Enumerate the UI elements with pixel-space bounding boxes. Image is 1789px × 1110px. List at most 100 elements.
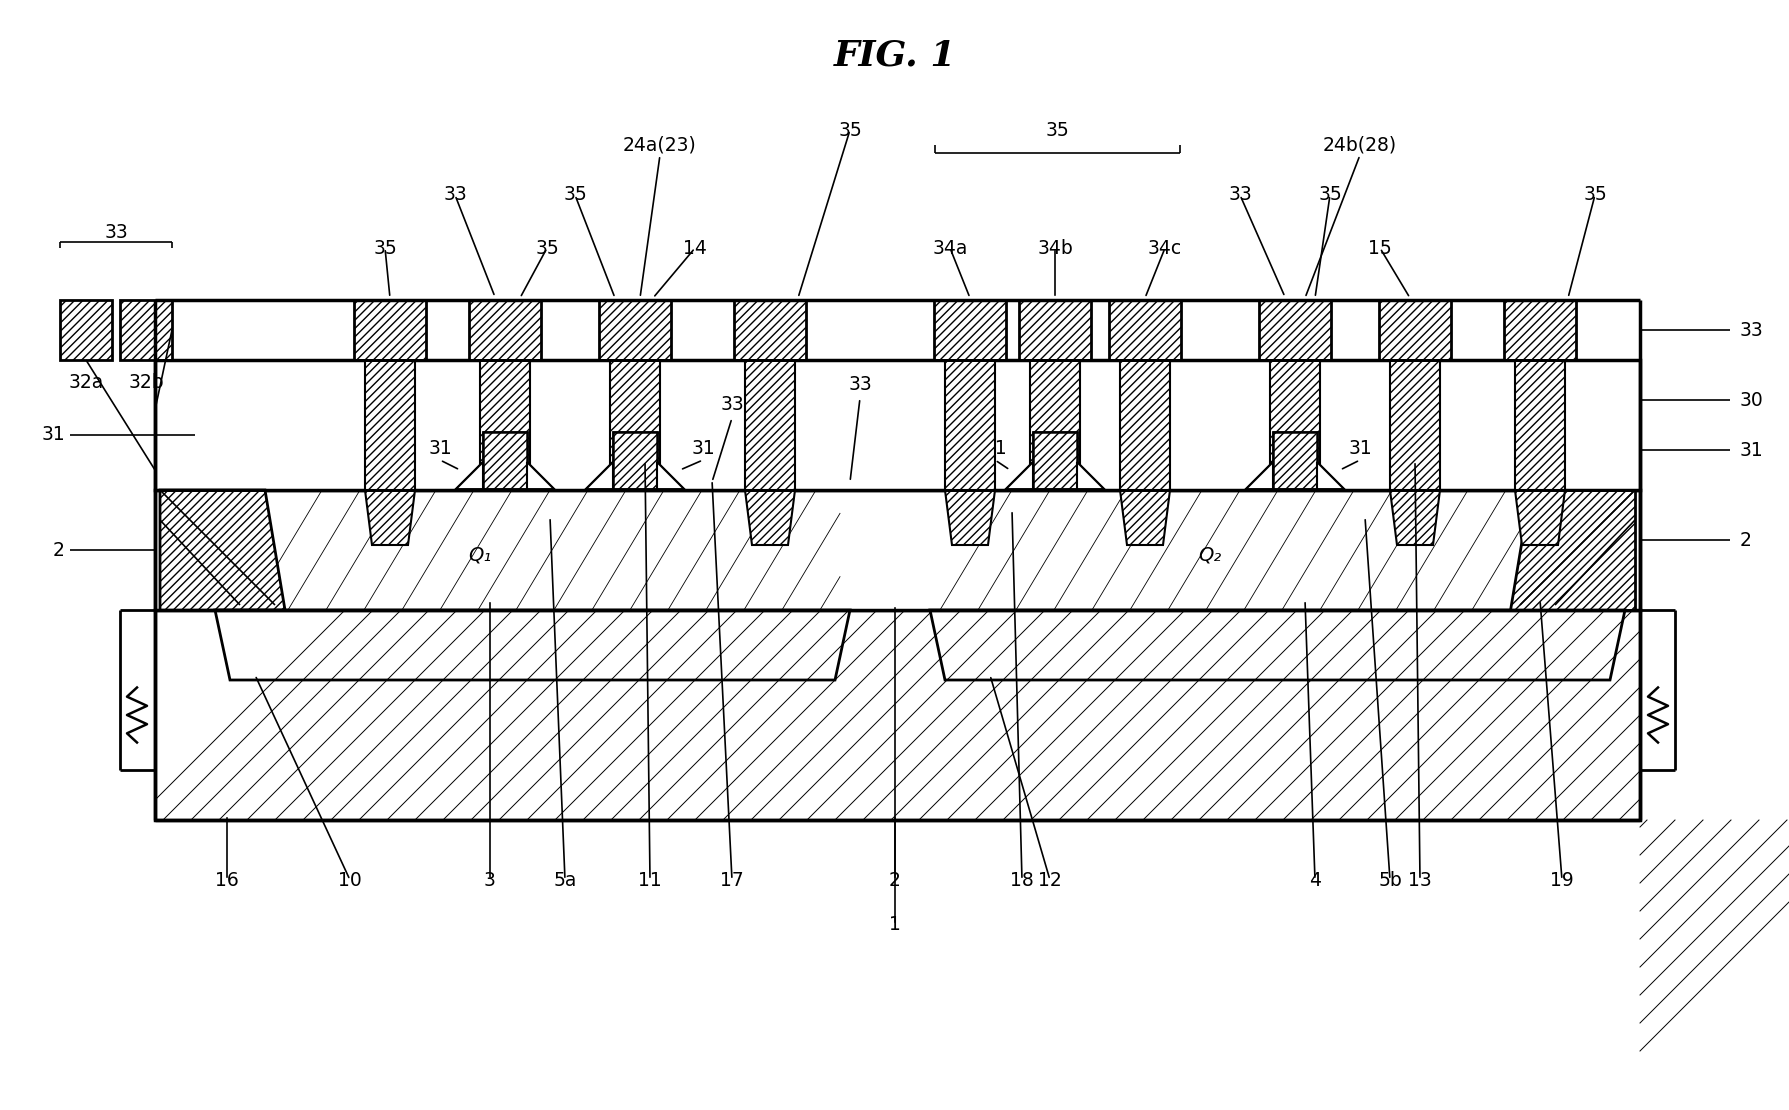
Text: 15: 15	[1367, 239, 1392, 258]
Text: 31: 31	[1347, 438, 1370, 457]
Text: 31: 31	[41, 425, 64, 444]
Polygon shape	[945, 490, 995, 545]
Bar	[354, 300, 426, 360]
Polygon shape	[1077, 462, 1104, 490]
Polygon shape	[1004, 462, 1032, 490]
Bar	[156, 610, 1639, 820]
Text: Q₂: Q₂	[1197, 545, 1220, 565]
Polygon shape	[526, 462, 555, 490]
Text: FIG. 1: FIG. 1	[834, 38, 955, 72]
Text: 5a: 5a	[553, 870, 576, 889]
Bar	[1272, 432, 1317, 490]
Bar	[1258, 300, 1331, 360]
Bar	[365, 360, 415, 490]
Polygon shape	[1317, 462, 1344, 490]
Polygon shape	[657, 462, 685, 490]
Bar	[156, 490, 1639, 610]
Bar	[1120, 360, 1170, 490]
Polygon shape	[1317, 462, 1344, 490]
Text: 13: 13	[1408, 870, 1431, 889]
Polygon shape	[1245, 462, 1272, 490]
Text: 33: 33	[719, 395, 744, 414]
Bar	[733, 300, 805, 360]
Text: 18: 18	[1009, 870, 1034, 889]
Text: 24a(23): 24a(23)	[623, 135, 696, 154]
Text: 33: 33	[104, 222, 127, 242]
Bar	[1032, 432, 1077, 490]
Text: 35: 35	[837, 121, 861, 140]
Text: 2: 2	[1739, 531, 1751, 549]
Text: 31: 31	[982, 438, 1005, 457]
Text: 35: 35	[372, 239, 397, 258]
Bar	[1272, 432, 1317, 490]
Polygon shape	[1245, 462, 1272, 490]
Bar	[610, 360, 660, 490]
Text: 35: 35	[1581, 185, 1607, 204]
Text: 24b(28): 24b(28)	[1322, 135, 1395, 154]
Text: 11: 11	[637, 870, 662, 889]
Bar	[744, 360, 794, 490]
Text: 34a: 34a	[932, 239, 968, 258]
Text: 5b: 5b	[1378, 870, 1401, 889]
Text: 4: 4	[1308, 870, 1320, 889]
Bar	[1390, 360, 1438, 490]
Bar	[1109, 300, 1181, 360]
Text: 35: 35	[564, 185, 587, 204]
Text: 2: 2	[889, 870, 900, 889]
Bar	[612, 432, 657, 490]
Bar	[945, 360, 995, 490]
Text: 34c: 34c	[1147, 239, 1181, 258]
Text: 33: 33	[1739, 321, 1762, 340]
Bar	[1029, 360, 1079, 490]
Bar	[469, 300, 540, 360]
Text: 31: 31	[691, 438, 714, 457]
Text: 32a: 32a	[68, 373, 104, 392]
Bar	[1513, 360, 1564, 490]
Polygon shape	[454, 462, 483, 490]
Text: 31: 31	[1739, 441, 1762, 460]
Polygon shape	[1004, 462, 1032, 490]
Text: 17: 17	[719, 870, 744, 889]
Text: 19: 19	[1549, 870, 1573, 889]
Bar	[1378, 300, 1451, 360]
Bar	[1503, 300, 1574, 360]
Polygon shape	[526, 462, 555, 490]
Text: 1: 1	[889, 916, 900, 935]
Polygon shape	[585, 462, 612, 490]
Bar	[1032, 432, 1077, 490]
Polygon shape	[1513, 490, 1564, 545]
Bar	[612, 432, 657, 490]
Text: 33: 33	[848, 375, 871, 394]
Text: Q₁: Q₁	[469, 545, 492, 565]
Bar	[1018, 300, 1090, 360]
Bar	[1268, 360, 1318, 490]
Bar	[61, 300, 113, 360]
Text: 2: 2	[54, 541, 64, 559]
Text: 34b: 34b	[1036, 239, 1072, 258]
Polygon shape	[1077, 462, 1104, 490]
Text: 31: 31	[428, 438, 451, 457]
Polygon shape	[1510, 490, 1633, 610]
Polygon shape	[365, 490, 415, 545]
Text: 35: 35	[535, 239, 558, 258]
Text: 3: 3	[483, 870, 496, 889]
Polygon shape	[744, 490, 794, 545]
Text: 10: 10	[338, 870, 361, 889]
Bar	[483, 432, 526, 490]
Polygon shape	[159, 490, 284, 610]
Bar	[934, 300, 1005, 360]
Polygon shape	[585, 462, 612, 490]
Text: 14: 14	[683, 239, 707, 258]
Polygon shape	[1390, 490, 1438, 545]
Bar	[156, 360, 1639, 490]
Bar	[120, 300, 172, 360]
Text: 32b: 32b	[129, 373, 165, 392]
Polygon shape	[657, 462, 685, 490]
Text: 30: 30	[1739, 391, 1762, 410]
Bar	[483, 432, 526, 490]
Text: 33: 33	[444, 185, 467, 204]
Text: 16: 16	[215, 870, 238, 889]
Polygon shape	[1120, 490, 1170, 545]
Text: 35: 35	[1045, 121, 1068, 140]
Bar	[599, 300, 671, 360]
